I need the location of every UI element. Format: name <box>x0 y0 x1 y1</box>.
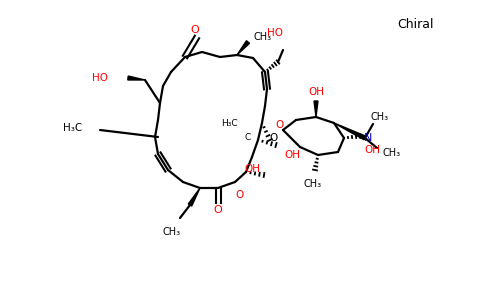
Polygon shape <box>188 188 200 206</box>
Polygon shape <box>314 101 318 117</box>
Polygon shape <box>128 76 145 80</box>
Text: O: O <box>236 190 244 200</box>
Text: OH: OH <box>308 87 324 97</box>
Text: OH: OH <box>284 150 300 160</box>
Text: OH: OH <box>364 145 380 155</box>
Text: CH₃: CH₃ <box>163 227 181 237</box>
Text: OH: OH <box>244 164 260 174</box>
Polygon shape <box>237 41 250 55</box>
Text: C: C <box>245 134 251 142</box>
Text: N: N <box>364 133 372 143</box>
Text: O: O <box>213 205 222 215</box>
Text: Chiral: Chiral <box>397 19 433 32</box>
Text: H₃C: H₃C <box>63 123 82 133</box>
Text: CH₃: CH₃ <box>371 112 389 122</box>
Polygon shape <box>334 123 366 140</box>
Text: HO: HO <box>92 73 108 83</box>
Text: H₃C: H₃C <box>221 118 238 127</box>
Text: O: O <box>270 133 278 143</box>
Text: O: O <box>191 25 199 35</box>
Text: CH₃: CH₃ <box>304 179 322 189</box>
Text: CH₃: CH₃ <box>383 148 401 158</box>
Text: CH₃: CH₃ <box>254 32 272 42</box>
Text: HO: HO <box>267 28 283 38</box>
Text: O: O <box>276 120 284 130</box>
